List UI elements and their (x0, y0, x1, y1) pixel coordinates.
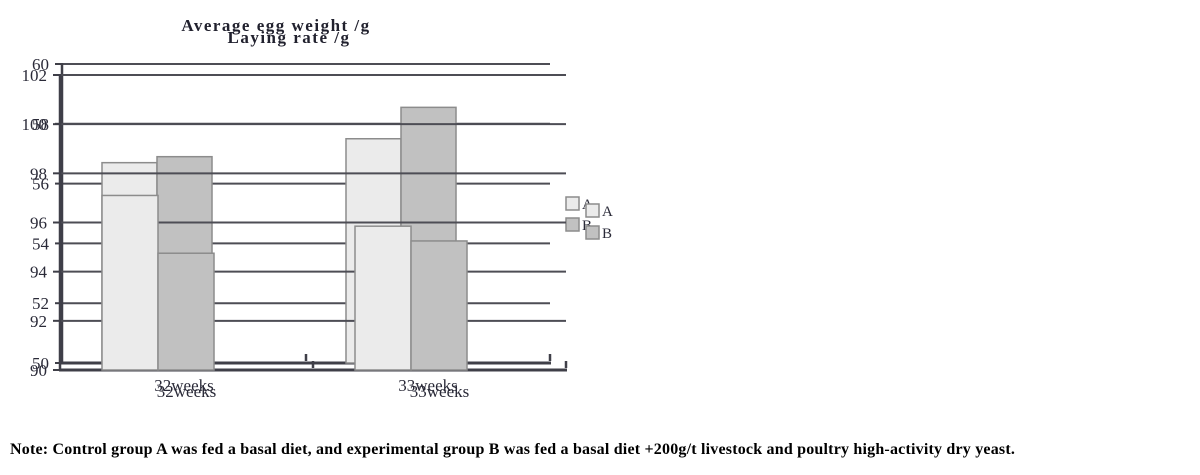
legend-swatch-B (585, 225, 600, 240)
bar-B-33weeks (410, 240, 468, 371)
y-tick-label: 50 (32, 354, 49, 373)
y-tick-label: 54 (32, 234, 50, 253)
y-tick-label: 52 (32, 294, 49, 313)
y-tick-label: 60 (32, 55, 49, 74)
y-tick-label: 98 (30, 164, 47, 183)
legend-swatch-A (565, 196, 580, 211)
y-tick-label: 102 (22, 66, 48, 85)
legend-label: B (602, 226, 612, 242)
y-tick-label: 94 (30, 263, 48, 282)
chart-plot-area: 90 92 94 96 98 100 102 32weeks 33weeks AB (22, 66, 614, 401)
legend-item-B: B (585, 225, 612, 242)
bar-A-33weeks (354, 225, 412, 371)
chart-title: Average egg weight /g (181, 16, 370, 35)
y-tick-label: 90 (30, 361, 47, 380)
note-text: Note: Control group A was fed a basal di… (10, 441, 1016, 458)
y-tick-label: 56 (32, 175, 49, 194)
category-label: 32weeks (157, 382, 216, 401)
y-tick-label: 96 (30, 214, 47, 233)
category-label: 32weeks (154, 376, 213, 395)
bar-B-32weeks (157, 252, 215, 371)
legend-swatch-A (585, 203, 600, 218)
legend-label: A (602, 204, 613, 220)
bar-A-32weeks (101, 194, 159, 371)
y-tick-label: 92 (30, 312, 47, 331)
chart-laying-rate: Laying rate /g 90 92 94 96 98 100 102 32weeks 33… (22, 28, 614, 401)
y-tick-label: 58 (32, 115, 49, 134)
legend-item-A: A (585, 203, 613, 220)
legend-swatch-B (565, 217, 580, 232)
category-label: 33weeks (398, 376, 457, 395)
y-tick-label: 100 (22, 115, 48, 134)
category-label: 33weeks (410, 382, 469, 401)
chart-title: Laying rate /g (228, 28, 351, 47)
